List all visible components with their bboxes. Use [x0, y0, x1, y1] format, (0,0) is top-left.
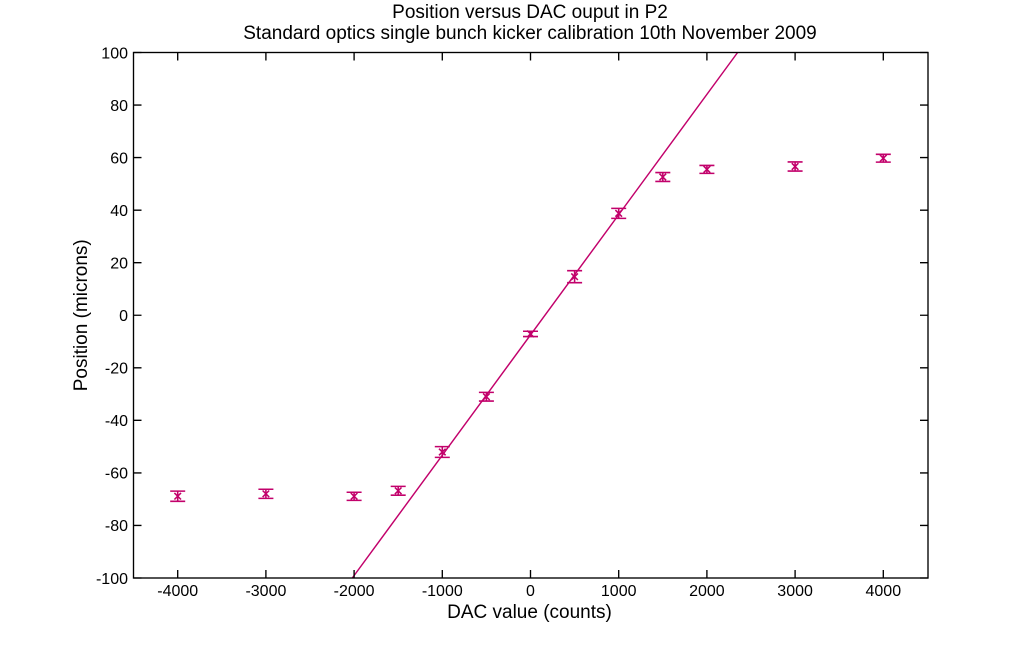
- svg-text:0: 0: [119, 308, 128, 325]
- svg-text:4000: 4000: [866, 583, 902, 600]
- svg-text:1000: 1000: [601, 583, 637, 600]
- svg-text:-20: -20: [105, 361, 128, 378]
- svg-text:100: 100: [101, 45, 128, 62]
- svg-text:-40: -40: [105, 413, 128, 430]
- svg-text:Position (microns): Position (microns): [71, 239, 92, 391]
- svg-text:-3000: -3000: [245, 583, 286, 600]
- svg-text:Standard optics single bunch k: Standard optics single bunch kicker cali…: [243, 23, 817, 44]
- svg-text:Position versus DAC ouput in P: Position versus DAC ouput in P2: [392, 2, 668, 23]
- svg-text:-60: -60: [105, 466, 128, 483]
- svg-text:60: 60: [110, 150, 128, 167]
- svg-text:80: 80: [110, 98, 128, 115]
- svg-text:DAC value (counts): DAC value (counts): [447, 602, 612, 623]
- svg-text:0: 0: [526, 583, 535, 600]
- svg-text:-80: -80: [105, 518, 128, 535]
- svg-text:-1000: -1000: [422, 583, 463, 600]
- svg-text:40: 40: [110, 203, 128, 220]
- svg-text:20: 20: [110, 256, 128, 273]
- svg-text:3000: 3000: [777, 583, 813, 600]
- svg-text:-2000: -2000: [334, 583, 375, 600]
- svg-text:-100: -100: [96, 571, 128, 588]
- svg-text:-4000: -4000: [157, 583, 198, 600]
- svg-text:2000: 2000: [689, 583, 725, 600]
